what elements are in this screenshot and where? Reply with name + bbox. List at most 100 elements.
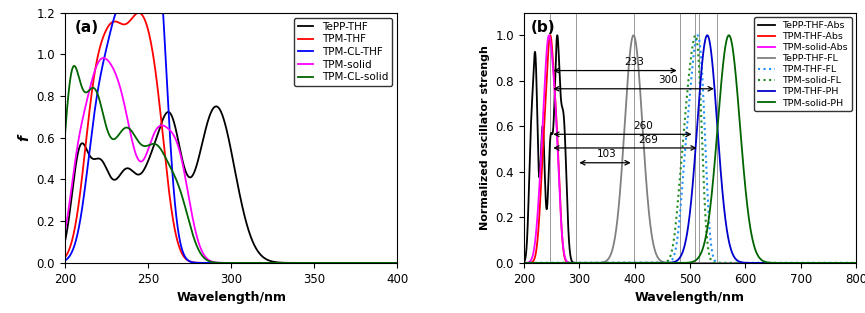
TPM-solid <box>188 215 198 219</box>
Legend: TePP-THF, TPM-THF, TPM-CL-THF, TPM-solid, TPM-CL-solid: TePP-THF, TPM-THF, TPM-CL-THF, TPM-solid… <box>293 18 392 86</box>
TPM-THF-PH <box>730 256 740 260</box>
TPM-THF-Abs <box>535 193 546 197</box>
TPM-solid-Abs <box>535 164 546 168</box>
TPM-THF <box>386 261 396 265</box>
TePP-THF-FL <box>766 261 776 265</box>
TPM-solid <box>386 261 396 265</box>
TPM-solid-Abs <box>730 261 740 265</box>
TPM-solid-Abs <box>715 261 726 265</box>
Y-axis label: f: f <box>16 135 31 141</box>
TPM-solid-PH <box>766 261 776 264</box>
TePP-THF <box>350 261 361 265</box>
TePP-THF-Abs <box>665 261 676 265</box>
TPM-THF-Abs <box>766 261 776 265</box>
TPM-solid-FL <box>766 261 776 265</box>
TPM-CL-THF <box>202 261 212 265</box>
TePP-THF <box>187 174 197 177</box>
TePP-THF <box>386 261 396 265</box>
Text: 300: 300 <box>658 75 677 85</box>
TPM-solid-Abs <box>544 33 554 37</box>
TePP-THF <box>60 240 70 244</box>
TPM-THF <box>60 255 70 259</box>
TPM-solid-PH <box>519 261 529 265</box>
TPM-solid-Abs <box>766 261 776 265</box>
TPM-solid <box>98 56 108 60</box>
TePP-THF <box>392 261 402 265</box>
Line: TPM-THF-FL: TPM-THF-FL <box>524 35 856 263</box>
TPM-CL-THF <box>392 261 402 265</box>
TPM-solid <box>118 95 128 99</box>
TPM-THF-FL <box>715 261 726 265</box>
Text: 269: 269 <box>638 135 658 145</box>
Line: TPM-solid-FL: TPM-solid-FL <box>524 35 856 263</box>
TPM-THF-FL <box>851 261 862 265</box>
Text: 233: 233 <box>625 57 644 67</box>
TePP-THF-FL <box>715 261 726 265</box>
Line: TePP-THF-FL: TePP-THF-FL <box>524 35 856 263</box>
TPM-solid-PH <box>724 33 734 37</box>
TPM-CL-solid <box>350 261 361 265</box>
Legend: TePP-THF-Abs, TPM-THF-Abs, TPM-solid-Abs, TePP-THF-FL, TPM-THF-FL, TPM-solid-FL,: TePP-THF-Abs, TPM-THF-Abs, TPM-solid-Abs… <box>754 17 852 111</box>
TPM-THF-FL <box>692 33 702 37</box>
TPM-solid <box>392 261 402 265</box>
TPM-CL-THF <box>188 260 198 264</box>
Y-axis label: Normalized oscillator strengh: Normalized oscillator strengh <box>480 45 490 230</box>
TePP-THF-FL <box>535 261 546 265</box>
TePP-THF-Abs <box>851 261 862 265</box>
TePP-THF-Abs <box>783 261 793 265</box>
TePP-THF <box>202 123 212 127</box>
TPM-THF-Abs <box>783 261 793 265</box>
TPM-CL-THF <box>118 2 128 6</box>
TPM-solid-Abs <box>639 261 650 265</box>
TPM-THF-Abs <box>851 261 862 265</box>
TPM-THF-PH <box>783 261 793 265</box>
TPM-solid-PH <box>783 261 793 265</box>
Line: TPM-THF-Abs: TPM-THF-Abs <box>524 35 856 263</box>
TePP-THF-Abs <box>766 261 776 265</box>
TePP-THF-Abs <box>715 261 726 265</box>
TePP-THF-FL <box>730 261 740 265</box>
TPM-CL-solid <box>202 258 212 262</box>
TPM-solid <box>60 230 70 234</box>
TPM-THF-PH <box>639 261 650 265</box>
TPM-THF <box>392 261 402 265</box>
TPM-solid <box>99 56 109 60</box>
TPM-THF-Abs <box>545 33 555 37</box>
TePP-THF-FL <box>851 261 862 265</box>
TPM-solid-FL <box>851 261 862 265</box>
TPM-THF-PH <box>766 261 776 265</box>
TPM-solid-FL <box>519 261 529 265</box>
TePP-THF <box>118 170 128 173</box>
TPM-THF-PH <box>519 261 529 265</box>
TPM-THF-FL <box>766 261 776 265</box>
Line: TPM-solid-Abs: TPM-solid-Abs <box>524 35 856 263</box>
TPM-THF <box>188 260 198 264</box>
TPM-THF-Abs <box>519 261 529 265</box>
TPM-THF <box>202 261 212 265</box>
TPM-CL-solid <box>60 135 70 138</box>
Line: TePP-THF-Abs: TePP-THF-Abs <box>524 35 856 263</box>
TePP-THF <box>211 105 221 108</box>
TPM-CL-solid <box>392 261 402 265</box>
TPM-CL-THF <box>386 261 396 265</box>
Text: (b): (b) <box>530 20 555 35</box>
TPM-solid <box>202 257 212 260</box>
TPM-CL-solid <box>98 112 108 115</box>
TPM-solid-FL <box>690 33 701 37</box>
TPM-THF-FL <box>519 261 529 265</box>
Text: (a): (a) <box>75 20 99 35</box>
TPM-THF-PH <box>535 261 546 265</box>
X-axis label: Wavelength/nm: Wavelength/nm <box>635 291 745 304</box>
Line: TPM-solid: TPM-solid <box>65 58 397 263</box>
TePP-THF-Abs <box>519 260 529 264</box>
TPM-solid-PH <box>851 261 862 265</box>
TePP-THF-FL <box>628 33 638 37</box>
TPM-solid-Abs <box>519 261 529 265</box>
Line: TPM-CL-THF: TPM-CL-THF <box>65 0 397 263</box>
TPM-solid-FL <box>715 261 726 265</box>
TePP-THF-FL <box>783 261 793 265</box>
TPM-THF <box>133 11 144 15</box>
TPM-CL-solid <box>69 64 80 68</box>
TePP-THF-Abs <box>639 261 650 265</box>
TPM-THF-PH <box>702 33 713 37</box>
